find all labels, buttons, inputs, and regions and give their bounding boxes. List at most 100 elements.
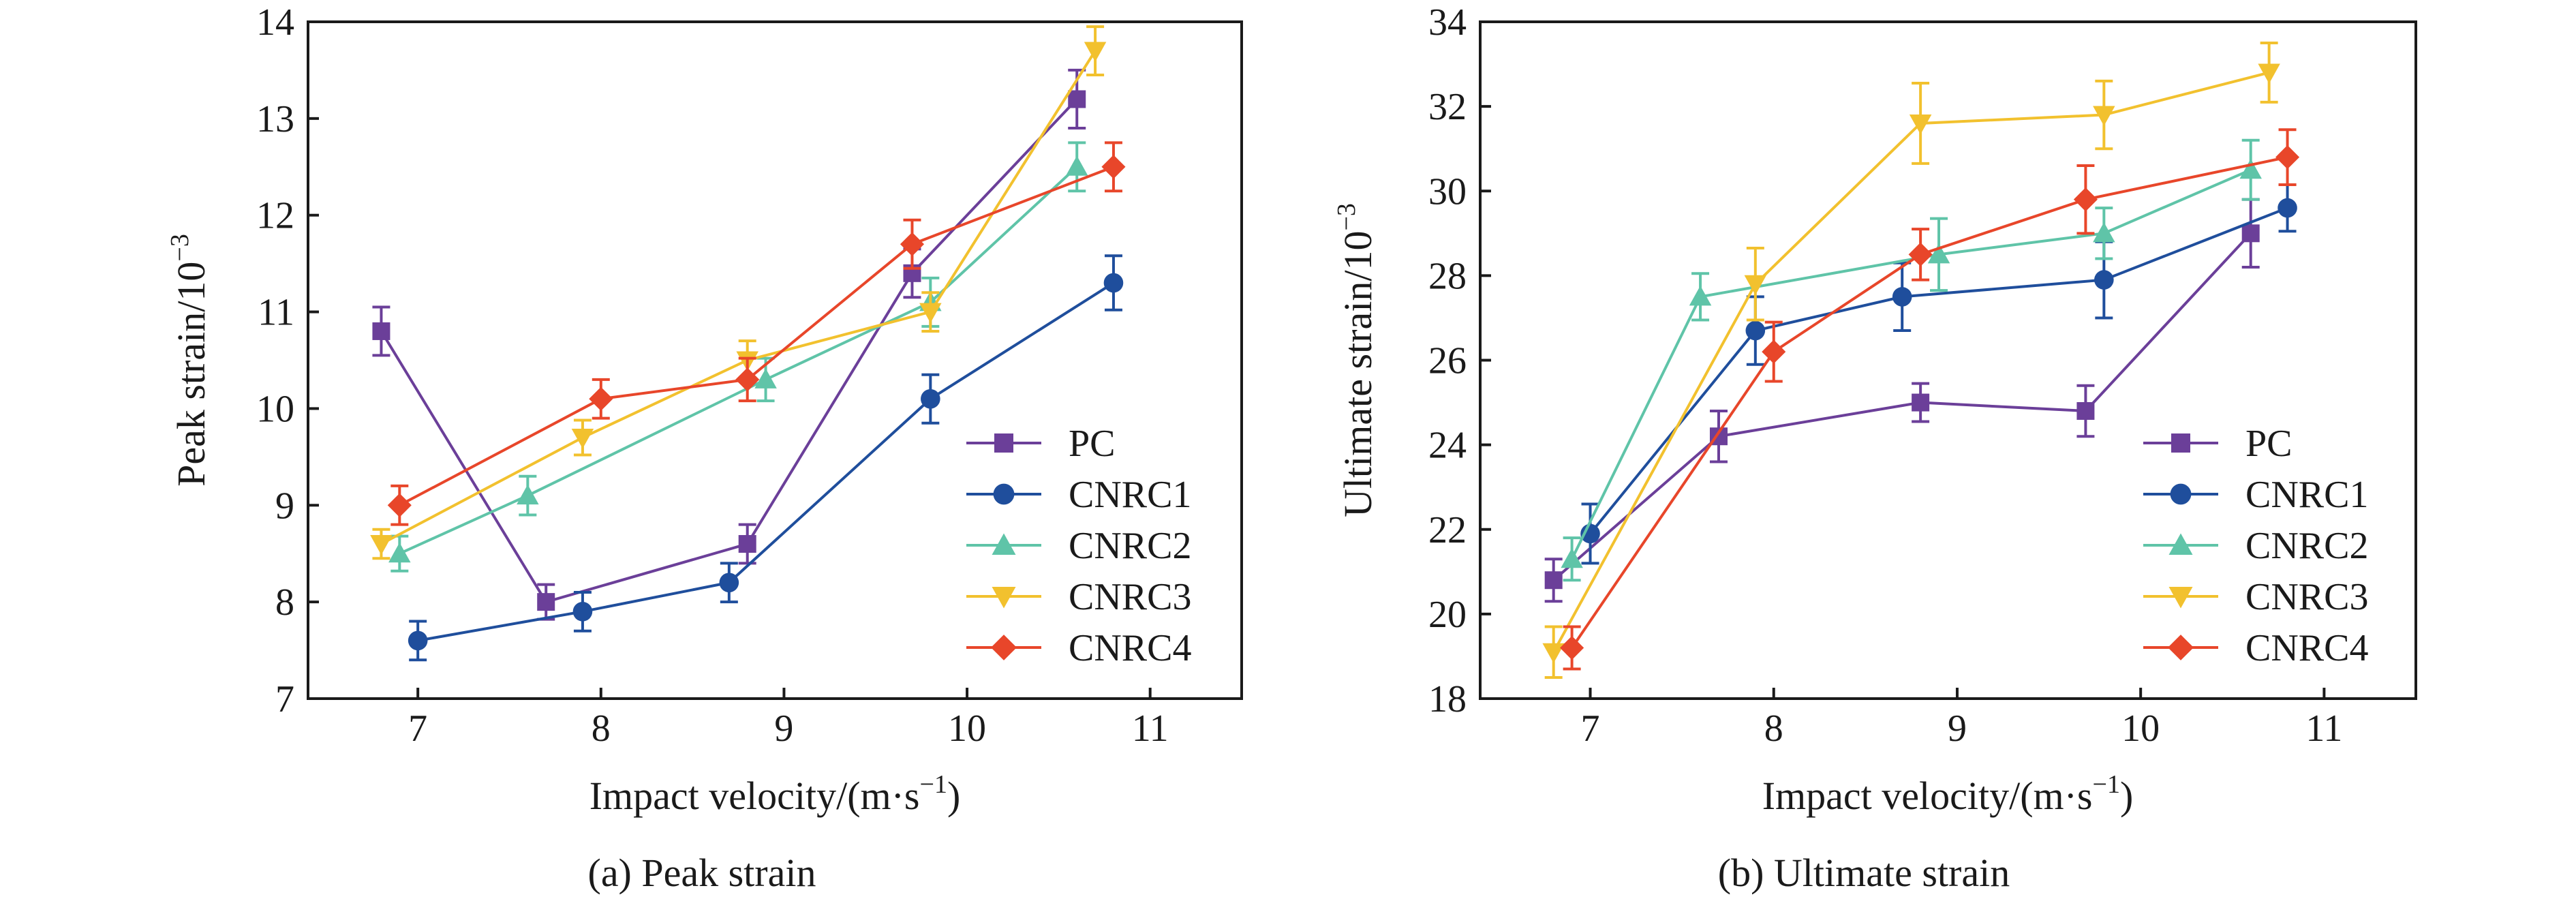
data-point (408, 630, 428, 651)
data-point (517, 484, 539, 505)
x-axis-title-sup: −1 (2093, 770, 2120, 799)
x-tick-label: 11 (1132, 707, 1169, 750)
y-tick-label: 28 (1428, 255, 1467, 297)
legend-marker (2170, 483, 2192, 505)
data-point (572, 602, 593, 622)
data-point (2278, 198, 2297, 218)
series-cnrc3 (370, 25, 1107, 560)
data-point (1762, 339, 1786, 364)
data-point (1065, 155, 1088, 176)
legend-entry-cnrc3: CNRC3 (2143, 576, 2369, 618)
x-tick-label: 8 (592, 707, 611, 750)
series-cnrc1 (408, 254, 1124, 662)
data-point (1068, 90, 1086, 108)
x-tick-label: 9 (774, 707, 793, 750)
data-point (537, 593, 555, 611)
x-axis-title: Impact velocity/(m·s−1) (1762, 770, 2134, 818)
legend-label: CNRC1 (2245, 474, 2369, 516)
data-point (1912, 393, 1930, 412)
data-point (1103, 273, 1124, 293)
data-point (1745, 320, 1766, 341)
x-axis-title-sup: −1 (920, 770, 947, 799)
series-cnrc2 (388, 141, 1088, 573)
legend-marker (992, 533, 1016, 555)
legend-marker (991, 635, 1017, 660)
data-point (370, 535, 393, 555)
legend-entry-cnrc2: CNRC2 (2143, 525, 2369, 567)
legend-marker (994, 433, 1013, 453)
legend-entry-cnrc4: CNRC4 (2143, 627, 2369, 669)
chart-caption: (b) Ultimate strain (1718, 851, 2010, 895)
x-axis-title-main: Impact velocity/(m·s (1762, 774, 2093, 818)
y-tick-label: 24 (1428, 425, 1467, 467)
data-point (735, 367, 760, 392)
legend-label: PC (2245, 423, 2293, 465)
legend-label: CNRC4 (2245, 627, 2369, 669)
legend-label: CNRC3 (1069, 576, 1192, 618)
data-point (738, 535, 756, 553)
y-tick-label: 18 (1428, 678, 1467, 720)
y-axis-title: Ultimate strain/10−3 (1332, 203, 1380, 517)
data-point (1560, 635, 1584, 660)
chart-panel-1: 7 8 9 10 11 7 8 9 10 11 12 13 14 Impact velocity/(m·s… (166, 1, 1243, 895)
series-cnrc4 (1560, 128, 2300, 671)
y-tick-label: 7 (275, 678, 294, 720)
data-point (1542, 643, 1565, 663)
x-tick-label: 8 (1764, 707, 1783, 750)
series-pc (372, 68, 1086, 621)
legend-label: CNRC3 (2245, 576, 2369, 618)
x-axis-title-end: ) (2120, 774, 2133, 818)
y-axis-title-main: Peak strain/10 (169, 262, 213, 487)
data-point (372, 322, 390, 340)
y-tick-label: 9 (275, 485, 294, 527)
y-tick-label: 14 (256, 1, 294, 44)
x-tick-label: 10 (2121, 707, 2160, 750)
data-point (754, 368, 777, 388)
legend-label: CNRC2 (2245, 525, 2369, 567)
data-point (1892, 287, 1912, 307)
y-tick-label: 20 (1428, 594, 1467, 636)
series-cnrc4 (387, 141, 1126, 526)
x-tick-label: 9 (1948, 707, 1967, 750)
data-point (900, 232, 925, 256)
y-tick-label: 26 (1428, 340, 1467, 382)
legend-label: CNRC1 (1069, 474, 1192, 516)
x-axis-title-end: ) (947, 774, 960, 818)
data-point (2258, 63, 2280, 84)
x-axis-title-main: Impact velocity/(m·s (589, 774, 920, 818)
y-tick-label: 8 (275, 581, 294, 624)
series-cnrc2 (1561, 138, 2262, 582)
legend-marker (2168, 587, 2193, 609)
data-point (2275, 145, 2300, 170)
legend-marker (993, 483, 1015, 505)
data-point (2073, 187, 2098, 212)
series-cnrc3 (1542, 42, 2280, 679)
y-tick-label: 10 (256, 388, 294, 430)
legend-label: CNRC2 (1069, 525, 1192, 567)
y-axis-title: Peak strain/10−3 (166, 234, 213, 487)
y-tick-label: 22 (1428, 509, 1467, 551)
legend-marker (2168, 635, 2194, 660)
y-tick-label: 32 (1428, 86, 1467, 128)
chart-caption: (a) Peak strain (588, 851, 816, 895)
plot-frame (307, 20, 1243, 700)
legend-label: PC (1069, 423, 1116, 465)
y-tick-label: 30 (1428, 170, 1467, 213)
legend-entry-pc: PC (2143, 423, 2293, 465)
data-point (719, 573, 739, 593)
y-axis-title-sup: −3 (166, 234, 194, 261)
chart-panel-2: 7 8 9 10 11 18 20 22 24 26 28 30 32 34 Impact velocity… (1332, 1, 2417, 895)
x-axis-title: Impact velocity/(m·s−1) (589, 770, 961, 818)
data-point (1544, 571, 1563, 590)
data-point (1908, 242, 1933, 266)
x-tick-label: 11 (2305, 707, 2342, 750)
legend-marker (2171, 433, 2190, 453)
data-point (1101, 155, 1126, 179)
data-point (387, 493, 412, 517)
x-tick-label: 10 (948, 707, 986, 750)
data-point (571, 428, 594, 449)
data-point (1909, 114, 1932, 135)
data-point (2093, 222, 2115, 243)
data-point (921, 388, 940, 409)
